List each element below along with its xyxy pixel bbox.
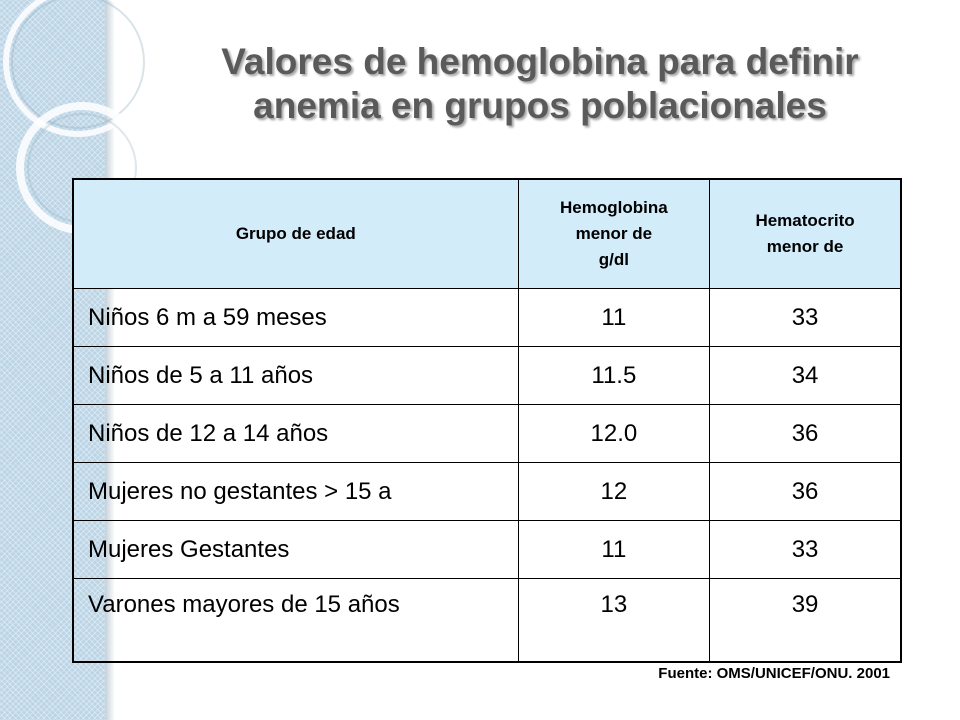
header-hematocrit: Hematocrito menor de bbox=[709, 178, 902, 289]
header-age-group: Grupo de edad bbox=[72, 178, 519, 289]
table-row: Varones mayores de 15 años 13 39 bbox=[72, 578, 902, 663]
header-hto-line-1: Hematocrito bbox=[755, 211, 855, 230]
table-row: Niños 6 m a 59 meses 11 33 bbox=[72, 288, 902, 347]
hemoglobin-cell: 11 bbox=[517, 288, 711, 347]
hemoglobin-cell: 11.5 bbox=[517, 346, 711, 405]
header-age-group-label: Grupo de edad bbox=[235, 224, 356, 243]
hematocrit-cell: 33 bbox=[709, 288, 902, 347]
age-group-cell: Mujeres Gestantes bbox=[72, 520, 519, 579]
source-citation: Fuente: OMS/UNICEF/ONU. 2001 bbox=[658, 665, 890, 682]
header-hb-line-3: g/dl bbox=[598, 250, 629, 269]
table-row: Niños de 5 a 11 años 11.5 34 bbox=[72, 346, 902, 405]
header-row: Grupo de edad Hemoglobina menor de g/dl … bbox=[72, 178, 902, 289]
title-line-2: anemia en grupos poblacionales bbox=[253, 85, 827, 126]
hematocrit-cell: 34 bbox=[709, 346, 902, 405]
age-group-cell: Mujeres no gestantes > 15 a bbox=[72, 462, 519, 521]
header-hto-line-2: menor de bbox=[766, 237, 844, 256]
hemoglobin-cell: 12 bbox=[517, 462, 711, 521]
hematocrit-cell: 36 bbox=[709, 462, 902, 521]
hemoglobin-cell: 11 bbox=[517, 520, 711, 579]
hemoglobin-cell: 13 bbox=[517, 578, 711, 663]
age-group-cell: Niños 6 m a 59 meses bbox=[72, 288, 519, 347]
header-hb-line-1: Hemoglobina bbox=[560, 198, 668, 217]
hemoglobin-cell: 12.0 bbox=[517, 404, 711, 463]
table-row: Mujeres no gestantes > 15 a 12 36 bbox=[72, 462, 902, 521]
header-hb-line-2: menor de bbox=[575, 224, 653, 243]
hemoglobin-table: Grupo de edad Hemoglobina menor de g/dl … bbox=[72, 178, 902, 663]
age-group-cell: Varones mayores de 15 años bbox=[72, 578, 519, 663]
age-group-cell: Niños de 5 a 11 años bbox=[72, 346, 519, 405]
header-hemoglobin: Hemoglobina menor de g/dl bbox=[517, 178, 711, 289]
slide-title: Valores de hemoglobina para definir anem… bbox=[130, 40, 950, 128]
hematocrit-cell: 36 bbox=[709, 404, 902, 463]
age-group-cell: Niños de 12 a 14 años bbox=[72, 404, 519, 463]
table-row: Mujeres Gestantes 11 33 bbox=[72, 520, 902, 579]
hematocrit-cell: 33 bbox=[709, 520, 902, 579]
title-line-1: Valores de hemoglobina para definir bbox=[221, 41, 859, 82]
table-row: Niños de 12 a 14 años 12.0 36 bbox=[72, 404, 902, 463]
hematocrit-cell: 39 bbox=[709, 578, 902, 663]
